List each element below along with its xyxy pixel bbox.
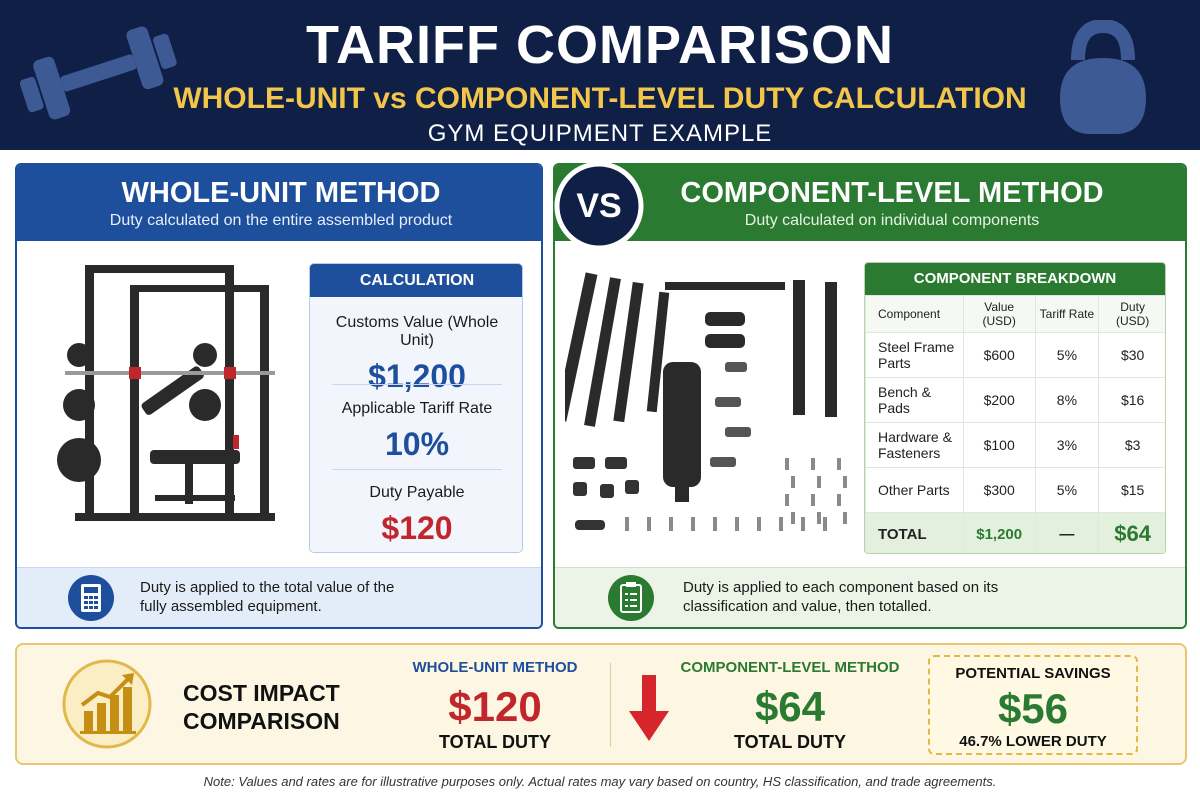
table-cell: 5%	[1034, 467, 1100, 513]
table-cell: —	[1034, 512, 1100, 553]
calc-value: 10%	[384, 426, 450, 462]
component-table: COMPONENT BREAKDOWN Component Value (USD)…	[864, 262, 1166, 554]
method-label: COMPONENT-LEVEL METHOD	[680, 659, 900, 676]
kettlebell-icon	[1060, 20, 1146, 134]
table-cell: $1,200	[962, 512, 1036, 553]
table-row: Bench & Pads $200 8% $16	[865, 377, 1165, 423]
table-cell: TOTAL	[865, 512, 964, 553]
panel-header	[17, 165, 541, 241]
table-cell: $600	[962, 332, 1036, 378]
panel-description: Duty calculated on individual components	[744, 212, 1040, 229]
table-row: Component Value (USD) Tariff Rate Duty (USD…	[865, 295, 1165, 333]
method-caption: TOTAL DUTY	[734, 732, 846, 752]
method-label: WHOLE-UNIT METHOD	[412, 659, 578, 676]
method-value: $64	[754, 683, 826, 730]
savings-value: $56	[997, 685, 1069, 732]
savings-label: POTENTIAL SAVINGS	[955, 665, 1111, 682]
header: TARIFF COMPARISON WHOLE-UNIT vs COMPONEN…	[0, 0, 1200, 150]
title: TARIFF COMPARISON	[306, 15, 894, 75]
table-cell: Component	[865, 295, 964, 333]
table: Component Value (USD) Tariff Rate Duty (USD…	[865, 295, 1165, 553]
calculation-box: CALCULATION Customs Value (Whole Unit) $…	[309, 263, 523, 553]
dumbbell-icon	[19, 26, 177, 120]
calc-item: Duty Payable $120	[324, 484, 510, 547]
subtitle: WHOLE-UNIT vs COMPONENT-LEVEL DUTY CALCU…	[173, 82, 1027, 115]
chart-icon	[62, 659, 152, 749]
note-area	[555, 567, 1185, 627]
down-arrow	[629, 675, 669, 741]
note-text: Duty is applied to the total value of th…	[140, 579, 395, 615]
table-cell: 8%	[1034, 377, 1100, 423]
table-cell: Duty (USD)	[1098, 295, 1165, 333]
savings-box: POTENTIAL SAVINGS $56 46.7% LOWER DUTY	[928, 655, 1138, 755]
tagline: GYM EQUIPMENT EXAMPLE	[427, 120, 773, 147]
calc-value: $1,200	[368, 358, 466, 394]
table-row: Steel Frame Parts $600 5% $30	[865, 332, 1165, 378]
table-cell: Hardware & Fasteners	[865, 422, 964, 468]
table-row: TOTAL $1,200— $64	[865, 512, 1165, 553]
table-cell: $15	[1098, 467, 1165, 513]
cost-impact-panel: COST IMPACT COMPARISON WHOLE-UNIT METHOD…	[15, 643, 1187, 765]
note-text: Duty is applied to each component based …	[683, 579, 999, 615]
calc-item: Customs Value (Whole Unit) $1,200	[324, 314, 510, 395]
vs-text: VS	[576, 187, 621, 225]
table-cell: Value (USD)	[962, 295, 1036, 333]
footnote: Note: Values and rates are for illustrat…	[203, 774, 997, 789]
table-cell: $16	[1098, 377, 1165, 423]
table-cell: $64	[1098, 512, 1165, 553]
table-row: Hardware & Fasteners $100 3% $3	[865, 422, 1165, 468]
table-cell: $300	[962, 467, 1036, 513]
calc-label: Customs Value (Whole Unit)	[335, 314, 499, 349]
components-illustration	[565, 272, 847, 531]
panel-title: WHOLE-UNIT METHOD	[121, 177, 441, 209]
table-cell: $3	[1098, 422, 1165, 468]
cost-impact-title: COST IMPACT COMPARISON	[183, 680, 340, 734]
table-cell: $200	[962, 377, 1036, 423]
calculation-title: CALCULATION	[310, 264, 522, 297]
table-row: Other Parts $300 5% $15	[865, 467, 1165, 513]
method-caption: TOTAL DUTY	[439, 732, 551, 752]
power-rack-illustration	[57, 265, 275, 521]
table-cell: $100	[962, 422, 1036, 468]
table-cell: Steel Frame Parts	[865, 332, 964, 378]
table-cell: $30	[1098, 332, 1165, 378]
table-cell: Bench & Pads	[865, 377, 964, 423]
calc-item: Applicable Tariff Rate 10%	[324, 400, 510, 463]
clipboard-icon	[608, 575, 654, 621]
table-cell: 3%	[1034, 422, 1100, 468]
panel-header	[555, 165, 1185, 241]
panel-title: COMPONENT-LEVEL METHOD	[680, 177, 1104, 209]
method-value: $120	[448, 683, 542, 730]
calc-value: $120	[381, 510, 453, 546]
savings-caption: 46.7% LOWER DUTY	[959, 733, 1107, 750]
calc-label: Duty Payable	[369, 484, 465, 501]
table-cell: 5%	[1034, 332, 1100, 378]
calculator-icon	[68, 575, 114, 621]
table-cell: Other Parts	[865, 467, 964, 513]
fasteners	[625, 458, 847, 531]
calc-label: Applicable Tariff Rate	[341, 400, 493, 417]
table-cell: Tariff Rate	[1034, 295, 1100, 333]
table-title: COMPONENT BREAKDOWN	[865, 263, 1165, 295]
panel-description: Duty calculated on the entire assembled …	[109, 212, 453, 229]
vs-badge: VS	[554, 161, 644, 251]
